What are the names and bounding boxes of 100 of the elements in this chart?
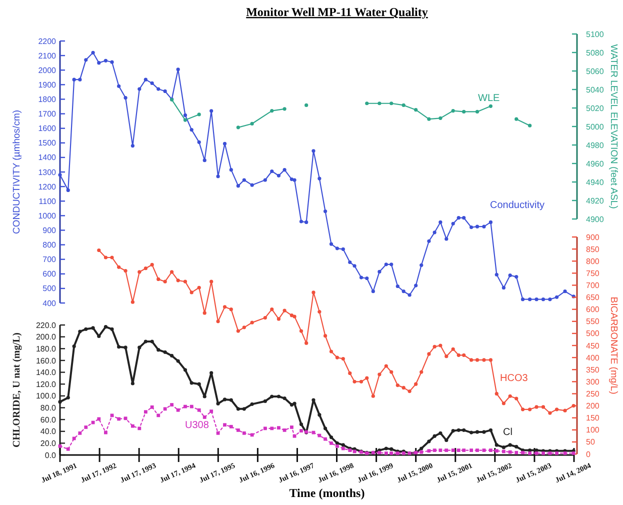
point xyxy=(197,112,201,116)
y-tick-label: 1200 xyxy=(38,182,57,192)
y-tick-label: 1600 xyxy=(38,124,57,134)
y-tick-label: 60.0 xyxy=(40,415,57,424)
y2-tick-label: 5040 xyxy=(586,85,604,94)
y-tick-label: 1500 xyxy=(38,138,57,148)
point xyxy=(359,380,364,384)
y-tick-label: 1300 xyxy=(38,168,57,177)
y2-tick-label: 5060 xyxy=(586,66,604,76)
point xyxy=(528,124,532,128)
y-tick-label: 200.0 xyxy=(36,332,57,342)
y2-tick-label: 5080 xyxy=(586,48,604,58)
y2-tick-label: 250 xyxy=(586,390,600,399)
y-tick-label: 20.0 xyxy=(40,438,57,448)
point xyxy=(541,405,546,409)
y2-tick-label: 400 xyxy=(586,353,600,362)
y-tick-label: 900 xyxy=(42,226,57,236)
point xyxy=(216,320,220,324)
point xyxy=(348,371,352,376)
point xyxy=(365,102,369,106)
y-tick-label: 1800 xyxy=(38,95,57,104)
point xyxy=(408,390,412,394)
y2-tick-label: 50 xyxy=(586,438,596,447)
point xyxy=(563,408,567,412)
point xyxy=(242,326,246,330)
y2-tick-label: 100 xyxy=(586,426,600,435)
y-tick-label: 1000 xyxy=(38,211,57,220)
y2-tick-label: 5000 xyxy=(586,122,604,132)
y2-tick-label: 650 xyxy=(586,293,600,302)
y2-tick-label: 4900 xyxy=(586,214,604,224)
series-label: WLE xyxy=(478,93,500,104)
y-tick-label: 1700 xyxy=(38,110,57,119)
point xyxy=(427,352,431,356)
point xyxy=(323,334,328,338)
point xyxy=(444,354,448,358)
point xyxy=(508,394,512,398)
y2-tick-label: 700 xyxy=(586,281,600,290)
y2-tick-label: 300 xyxy=(586,377,600,386)
point xyxy=(270,108,274,113)
point xyxy=(329,350,334,354)
y2-tick-label: 900 xyxy=(586,232,600,242)
point xyxy=(402,103,406,108)
y-tick-label: 80.0 xyxy=(40,404,57,413)
point xyxy=(432,344,436,349)
y-tick-label: 1900 xyxy=(38,80,57,90)
point xyxy=(378,102,382,106)
y2-tick-label: 4960 xyxy=(586,159,604,168)
y2-tick-label: 500 xyxy=(586,329,600,338)
point xyxy=(420,370,424,374)
y2-tick-label: 200 xyxy=(586,402,600,411)
series-label: Conductivity xyxy=(490,200,544,211)
y2-tick-label: 550 xyxy=(586,317,600,326)
point xyxy=(502,402,506,406)
y-tick-label: 160.0 xyxy=(36,356,57,366)
point xyxy=(427,117,431,121)
point xyxy=(365,376,369,380)
y2-tick-label: 4980 xyxy=(586,140,604,150)
point xyxy=(534,405,538,409)
y-tick-label: 1100 xyxy=(38,196,57,206)
x-axis-title: Time (months) xyxy=(289,486,365,500)
point xyxy=(475,358,480,362)
point xyxy=(299,329,304,333)
point xyxy=(456,353,460,357)
y-tick-label: 800 xyxy=(42,240,57,250)
point xyxy=(520,408,525,412)
point xyxy=(438,344,442,348)
y2-tick-label: 350 xyxy=(586,365,600,374)
y2-tick-label: 800 xyxy=(586,256,600,266)
y2-tick-label: 5100 xyxy=(586,30,604,39)
series-label: HCO3 xyxy=(500,373,528,384)
y-tick-label: 180.0 xyxy=(36,344,57,354)
point xyxy=(304,103,308,108)
point xyxy=(236,126,240,130)
point xyxy=(396,383,400,388)
y2-tick-label: 4920 xyxy=(586,196,604,206)
y-tick-label: 2200 xyxy=(38,36,57,46)
point xyxy=(475,110,480,114)
point xyxy=(183,118,188,122)
point xyxy=(462,353,466,357)
y-tick-label: 700 xyxy=(42,255,57,264)
series-label: Cl xyxy=(503,427,512,438)
point xyxy=(402,386,406,390)
point xyxy=(470,358,474,362)
y2-tick-label: 4940 xyxy=(586,178,604,187)
point xyxy=(514,396,518,400)
point xyxy=(528,408,532,412)
y2-tick-label: 600 xyxy=(586,305,600,314)
point xyxy=(250,320,254,324)
point xyxy=(451,347,455,351)
point xyxy=(390,370,394,374)
point xyxy=(236,329,240,333)
y-tick-label: 120.0 xyxy=(36,380,57,389)
y2-tick-label: 850 xyxy=(586,244,600,254)
point xyxy=(335,356,340,360)
y2-axis-title: BICARBONATE (mg/L) xyxy=(608,296,620,394)
point xyxy=(352,380,356,384)
point xyxy=(488,104,492,108)
point xyxy=(482,358,486,362)
point xyxy=(414,382,418,386)
y-tick-label: 2100 xyxy=(38,51,57,60)
